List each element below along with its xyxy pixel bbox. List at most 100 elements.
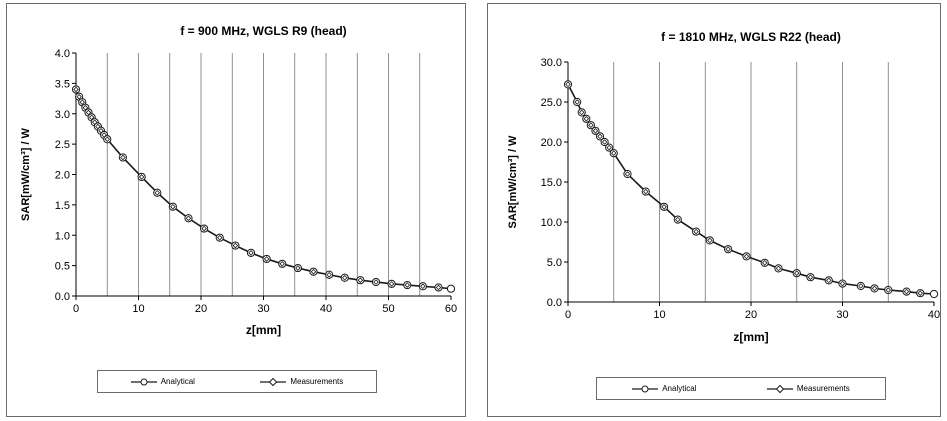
measurement-point [826, 277, 832, 284]
y-tick-label: 1.5 [55, 200, 70, 212]
legend-item-measurements: Measurements [766, 384, 850, 394]
legend-900mhz: Analytical Measurements [97, 370, 377, 393]
analytical-line-marker-icon [130, 378, 157, 385]
measurement-point [725, 246, 731, 252]
x-tick-label: 40 [928, 309, 940, 321]
legend-label-analytical: Analytical [662, 384, 697, 393]
measurement-point [839, 280, 846, 287]
y-tick-label: 30.0 [541, 57, 562, 69]
x-tick-label: 40 [320, 303, 332, 315]
measurement-point [98, 127, 104, 134]
measurement-point [578, 109, 585, 116]
measurement-point [185, 215, 192, 222]
measurement-point [807, 274, 814, 280]
y-tick-label: 0.5 [55, 261, 70, 273]
measurement-point [310, 268, 317, 275]
x-tick-label: 20 [195, 303, 207, 315]
y-axis-label: SAR[mW/cm³] / W [20, 127, 32, 221]
analytical-line-marker-icon [632, 385, 659, 392]
legend-1810mhz: Analytical Measurements [596, 377, 886, 400]
measurement-point [917, 290, 924, 296]
legend-label-analytical: Analytical [160, 377, 195, 386]
y-tick-label: 1.0 [55, 230, 70, 242]
measurement-point [326, 271, 332, 278]
y-tick-label: 15.0 [541, 177, 562, 189]
y-tick-label: 5.0 [547, 257, 562, 269]
measurement-point [404, 282, 411, 288]
measurement-point [871, 285, 878, 292]
measurement-point [95, 123, 101, 130]
measurement-point [82, 104, 89, 111]
measurement-point [707, 237, 713, 244]
measurement-point [574, 99, 580, 105]
measurement-point [885, 287, 892, 293]
legend-item-analytical: Analytical [130, 377, 195, 387]
y-tick-label: 3.0 [55, 109, 70, 121]
measurement-point [420, 283, 426, 290]
measurement-point [101, 132, 107, 138]
measurement-point [565, 81, 571, 88]
measurement-point [263, 256, 270, 262]
measurement-point [373, 279, 379, 285]
measurements-line-marker-icon [766, 384, 793, 393]
measurement-point [675, 216, 681, 223]
x-tick-label: 60 [445, 303, 457, 315]
measurement-point [85, 109, 92, 116]
measurement-point [120, 154, 126, 161]
measurement-point [643, 188, 649, 195]
measurement-point [588, 122, 594, 128]
measurement-point [388, 281, 395, 287]
legend-label-measurements: Measurements [290, 377, 344, 386]
x-tick-label: 10 [653, 309, 665, 321]
measurement-point [91, 119, 98, 126]
x-axis-label: z[mm] [246, 323, 281, 337]
x-tick-label: 10 [132, 303, 144, 315]
chart-title: f = 900 MHz, WGLS R9 (head) [180, 24, 346, 38]
analytical-point [929, 289, 939, 299]
x-axis-label: z[mm] [733, 330, 768, 344]
measurement-point [693, 228, 699, 235]
legend-item-analytical: Analytical [632, 384, 696, 394]
y-tick-label: 20.0 [541, 137, 562, 149]
measurement-point [903, 288, 910, 295]
x-tick-label: 20 [745, 309, 757, 321]
y-tick-label: 0.0 [547, 297, 562, 309]
y-axis-label: SAR[mW/cm³] / W [507, 135, 519, 229]
measurement-point [775, 265, 782, 272]
y-tick-label: 2.5 [55, 139, 70, 151]
measurement-point [435, 284, 442, 291]
measurement-point [248, 250, 254, 256]
measurement-point [357, 277, 364, 283]
measurement-point [793, 270, 800, 276]
measurement-point [743, 253, 750, 260]
legend-item-measurements: Measurements [260, 377, 343, 387]
measurement-point [606, 144, 612, 151]
measurement-point [610, 150, 617, 156]
measurement-point [601, 139, 608, 145]
measurement-point [279, 261, 286, 267]
measurement-point [624, 171, 631, 177]
measurement-point [858, 283, 864, 289]
measurement-point [170, 203, 176, 210]
y-tick-label: 3.5 [55, 78, 70, 90]
y-tick-label: 2.0 [55, 170, 70, 182]
measurement-point [341, 275, 348, 281]
y-tick-label: 4.0 [55, 48, 70, 60]
measurement-point [295, 265, 301, 271]
measurements-line-marker-icon [260, 377, 287, 386]
y-tick-label: 25.0 [541, 97, 562, 109]
measurement-point [597, 133, 603, 140]
measurement-point [216, 234, 223, 241]
measurement-point [138, 174, 145, 180]
measurement-point [88, 114, 95, 121]
chart-900mhz-plot: f = 900 MHz, WGLS R9 (head) 0.0 0.5 1.0 1.5 2… [20, 24, 457, 337]
chart-1810mhz-plot: f = 1810 MHz, WGLS R22 (head) 0.0 5.0 10.0 1… [507, 30, 940, 344]
legend-label-measurements: Measurements [796, 384, 850, 393]
y-tick-label: 0.0 [55, 291, 70, 303]
chart-panel-900mhz: f = 900 MHz, WGLS R9 (head) 0.0 0.5 1.0 1.5 2… [6, 3, 466, 417]
analytical-point [446, 284, 456, 293]
x-tick-label: 30 [257, 303, 269, 315]
x-tick-label: 50 [382, 303, 394, 315]
measurement-point [73, 86, 79, 93]
measurement-point [201, 225, 207, 232]
